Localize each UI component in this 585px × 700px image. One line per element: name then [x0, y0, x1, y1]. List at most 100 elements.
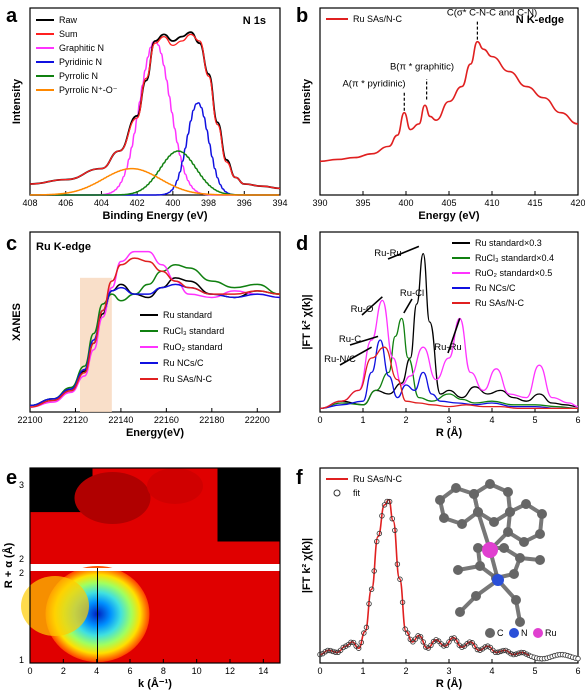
- panel-c: 22100 22120 22140 22160 22180 22200 Energy(eV)…: [6, 231, 281, 439]
- legend-label: Graphitic N: [59, 43, 104, 53]
- x-tick-label: 3: [446, 666, 451, 676]
- fit-marker: [371, 568, 377, 574]
- annotation-b: B(π * graphitic): [390, 62, 454, 73]
- x-tick-label: 400: [398, 198, 413, 208]
- x-tick-label: 22180: [199, 415, 224, 425]
- plot-frame: [29, 467, 281, 664]
- heatmap-blob: [74, 472, 151, 524]
- atom-c: [475, 561, 485, 571]
- fit-marker: [474, 646, 481, 653]
- atom-c: [485, 479, 495, 489]
- panel-e: 0 2 4 6 8 10 12 14 2 3 2 1 k (Å⁻¹) R + α (Å) e: [2, 467, 281, 690]
- series-rucl-standard: [29, 263, 281, 407]
- legend-label: RuCl₃ standard: [163, 326, 224, 336]
- panel-letter: a: [6, 5, 18, 27]
- fit-marker: [497, 648, 504, 655]
- legend-marker: [333, 489, 341, 497]
- x-tick-label: 0: [27, 666, 32, 676]
- bond-arrow: [403, 298, 413, 314]
- fit-marker: [317, 651, 323, 658]
- x-tick-label: 395: [355, 198, 370, 208]
- series-ru-ncs-c: [319, 339, 578, 410]
- atom-c: [453, 565, 463, 575]
- fit-marker: [343, 643, 349, 649]
- inset-legend-swatch: [485, 628, 495, 638]
- fit-marker: [384, 498, 390, 505]
- plot-frame: [29, 231, 281, 413]
- heatmap-separator: [30, 568, 280, 571]
- fit-marker: [348, 639, 354, 646]
- atom-c: [457, 519, 467, 529]
- fit-marker: [441, 643, 447, 649]
- fit-marker: [482, 644, 488, 650]
- atom-c: [511, 595, 521, 605]
- x-axis-label: R (Å): [436, 426, 463, 439]
- panel-title: Ru K-edge: [36, 241, 91, 253]
- series-ru-sas-n-c: [319, 346, 578, 410]
- fit-marker: [394, 561, 401, 567]
- heatmap-blob: [21, 576, 89, 636]
- y-axis-label: Intensity: [11, 78, 23, 124]
- x-tick-label: 4: [94, 666, 99, 676]
- fit-marker: [500, 647, 506, 654]
- legend-label: RuO₂ standard×0.5: [475, 268, 552, 278]
- component-pyrrolic-n-o-: [29, 167, 280, 196]
- y-tick-label: 1: [19, 655, 24, 665]
- fit-marker: [521, 650, 527, 656]
- fit-marker: [423, 644, 429, 650]
- atom-c: [509, 569, 519, 579]
- x-tick-label: 22160: [154, 415, 179, 425]
- fit-marker: [495, 649, 501, 655]
- x-tick-label: 12: [225, 666, 235, 676]
- legend-label: Sum: [59, 29, 78, 39]
- fit-marker: [454, 638, 460, 644]
- atom-c: [455, 607, 465, 617]
- x-tick-label: 3: [446, 415, 451, 425]
- component-pyrrolic-n: [30, 150, 280, 196]
- bond-arrow: [447, 318, 461, 354]
- inset-legend-label: C: [497, 628, 504, 638]
- y-tick-label: 2: [19, 554, 24, 564]
- fit-marker: [386, 498, 393, 505]
- legend-label: Ru SAs/N-C: [163, 374, 213, 384]
- legend-label: Ru standard×0.3: [475, 238, 542, 248]
- bond-label: Ru-O: [351, 304, 374, 315]
- fit-marker: [368, 586, 375, 592]
- fit-marker: [446, 639, 452, 645]
- legend-label: Ru NCs/C: [475, 283, 516, 293]
- atom-c: [519, 537, 529, 547]
- fit-marker: [363, 624, 370, 631]
- fit-marker: [376, 530, 383, 537]
- x-tick-label: 2: [61, 666, 66, 676]
- atom-c: [469, 489, 479, 499]
- fit-marker: [402, 626, 408, 632]
- x-tick-label: 405: [441, 198, 456, 208]
- fit-marker: [433, 637, 439, 643]
- y-axis-label: |FT k² χ(k)|: [301, 538, 313, 593]
- fit-marker: [508, 650, 514, 657]
- bond-label: Ru-N/C: [324, 354, 356, 365]
- x-tick-label: 22200: [245, 415, 270, 425]
- fit-marker: [397, 576, 403, 582]
- fit-marker: [428, 642, 434, 649]
- legend-label: Ru SAs/N-C: [475, 298, 525, 308]
- x-tick-label: 2: [403, 666, 408, 676]
- x-axis-label: R (Å): [436, 677, 463, 690]
- x-tick-label: 404: [94, 198, 109, 208]
- panel-b: 390 395 400 405 410 415 420 Energy (eV) Intensit…: [296, 5, 585, 222]
- y-axis-label: |FT k² χ(k)|: [301, 294, 313, 349]
- panel-letter: f: [296, 467, 303, 489]
- fit-marker: [366, 601, 372, 607]
- atom-c: [505, 507, 515, 517]
- legend-label: RuO₂ standard: [163, 342, 223, 352]
- fit-marker: [492, 649, 499, 656]
- fit-marker: [466, 639, 473, 645]
- series-ru-ncs-c: [29, 283, 281, 407]
- atom-c: [439, 513, 449, 523]
- fit-marker: [381, 502, 388, 508]
- x-tick-label: 6: [127, 666, 132, 676]
- x-tick-label: 408: [22, 198, 37, 208]
- y-axis-label: R + α (Å): [2, 542, 15, 588]
- atom-c: [503, 487, 513, 497]
